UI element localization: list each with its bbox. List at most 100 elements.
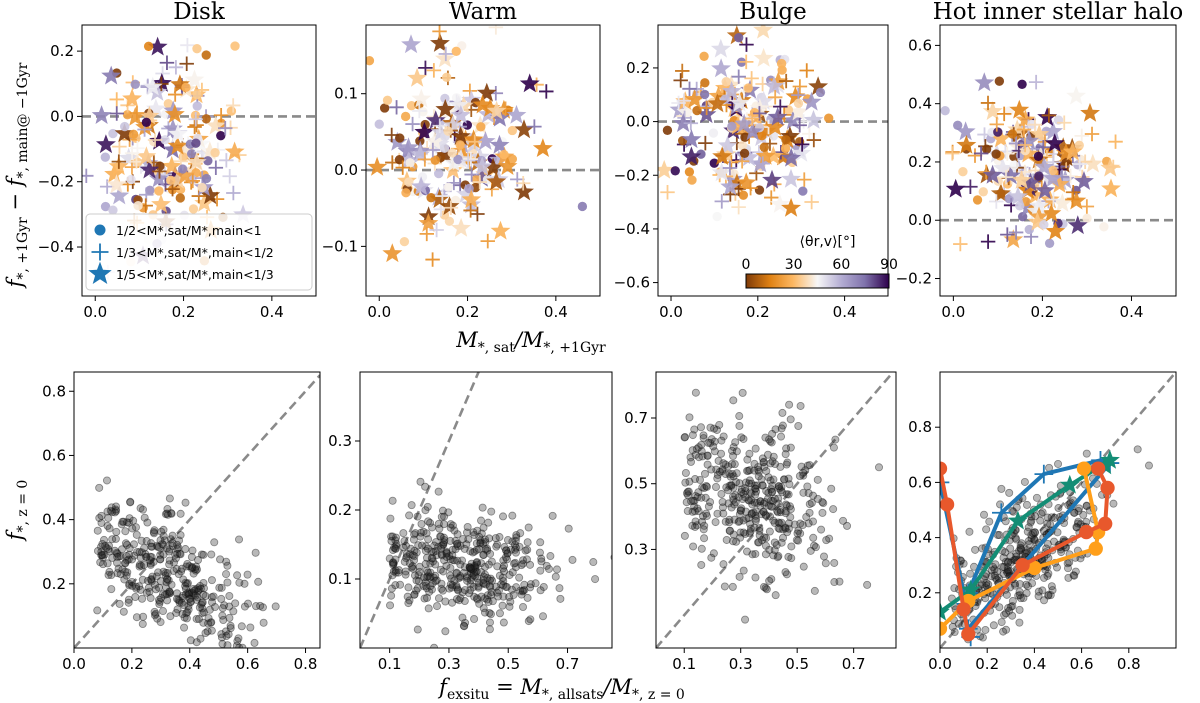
data-point — [453, 556, 462, 565]
data-point — [825, 534, 834, 543]
data-point — [670, 166, 680, 176]
data-point — [1074, 517, 1083, 526]
data-point — [442, 548, 451, 557]
data-point — [480, 233, 495, 249]
data-point — [1006, 552, 1015, 561]
colorbar: ⟨θr,v⟩[°]0 30 60 90 — [742, 234, 898, 289]
data-point — [690, 425, 699, 434]
axes-frame — [73, 371, 321, 649]
data-point — [721, 469, 730, 478]
data-point — [1080, 102, 1100, 122]
data-point — [414, 577, 423, 586]
data-point — [413, 625, 422, 634]
data-point — [803, 461, 812, 470]
data-point — [568, 555, 577, 564]
data-point — [1043, 539, 1052, 548]
data-point — [997, 484, 1006, 493]
data-point — [1024, 224, 1034, 235]
data-point — [785, 400, 794, 409]
data-point — [799, 562, 808, 571]
data-point — [452, 581, 461, 590]
data-point — [427, 554, 436, 563]
data-point — [183, 589, 192, 598]
data-point — [1007, 129, 1018, 139]
data-point — [755, 467, 764, 476]
data-point — [446, 580, 455, 589]
data-point — [194, 192, 215, 212]
data-point — [147, 553, 156, 562]
data-point — [232, 641, 241, 648]
data-point — [506, 597, 515, 606]
data-point — [697, 440, 706, 449]
data-point — [229, 607, 238, 616]
data-point — [425, 252, 440, 267]
data-point — [194, 556, 203, 565]
data-point — [745, 476, 754, 485]
data-point — [185, 588, 194, 597]
data-point — [526, 560, 535, 569]
colorbar-tick-label: 90 — [880, 257, 898, 273]
blue-track-marker — [1034, 464, 1054, 484]
data-point — [1006, 602, 1015, 611]
data-point — [762, 585, 771, 594]
data-point — [221, 627, 230, 636]
data-point — [1046, 520, 1055, 529]
data-point — [1026, 200, 1047, 220]
data-point — [472, 558, 481, 567]
data-point — [218, 604, 227, 613]
data-point — [728, 446, 737, 455]
legend-label: 1/5<M*,sat/M*,main<1/3 — [116, 267, 274, 282]
data-point — [731, 199, 746, 215]
data-point — [775, 482, 784, 491]
colorbar-gradient — [745, 273, 890, 289]
data-point — [758, 454, 767, 463]
data-point — [499, 577, 508, 586]
colorbar-tick-label: 30 — [785, 257, 803, 273]
data-point — [1004, 194, 1014, 204]
data-point — [402, 552, 411, 561]
data-point — [1037, 107, 1058, 126]
data-point — [779, 475, 788, 484]
data-point — [226, 185, 241, 201]
green-track-marker — [960, 579, 981, 599]
data-point — [759, 458, 768, 467]
data-point — [714, 456, 723, 465]
data-point — [798, 521, 807, 530]
data-point — [714, 194, 730, 209]
data-point — [410, 590, 419, 599]
data-point — [743, 83, 753, 93]
data-point — [1014, 591, 1023, 600]
data-point — [1044, 133, 1065, 153]
data-point — [220, 601, 229, 610]
data-point — [477, 516, 486, 525]
data-point — [412, 586, 421, 595]
data-point — [438, 46, 454, 62]
data-point — [1082, 153, 1103, 173]
data-point — [436, 532, 445, 541]
data-point — [729, 530, 738, 539]
data-point — [465, 563, 474, 572]
data-point — [756, 120, 777, 140]
data-point — [1041, 203, 1062, 223]
data-point — [156, 550, 165, 559]
data-point — [532, 138, 553, 157]
data-point — [739, 528, 748, 537]
x-tick-label: 0.2 — [172, 303, 196, 321]
data-point — [536, 566, 545, 575]
data-point — [1009, 507, 1018, 516]
data-point — [446, 520, 455, 529]
data-point — [781, 524, 790, 533]
data-point — [117, 520, 126, 529]
data-point — [806, 132, 822, 148]
data-point — [465, 563, 474, 572]
data-point — [440, 512, 449, 521]
data-point — [730, 515, 739, 524]
data-point — [741, 507, 750, 516]
data-point — [770, 538, 779, 547]
data-point — [502, 546, 511, 555]
data-point — [699, 431, 708, 440]
data-point — [744, 111, 760, 126]
data-point — [759, 507, 768, 516]
data-point — [706, 438, 715, 447]
data-point — [108, 205, 118, 215]
